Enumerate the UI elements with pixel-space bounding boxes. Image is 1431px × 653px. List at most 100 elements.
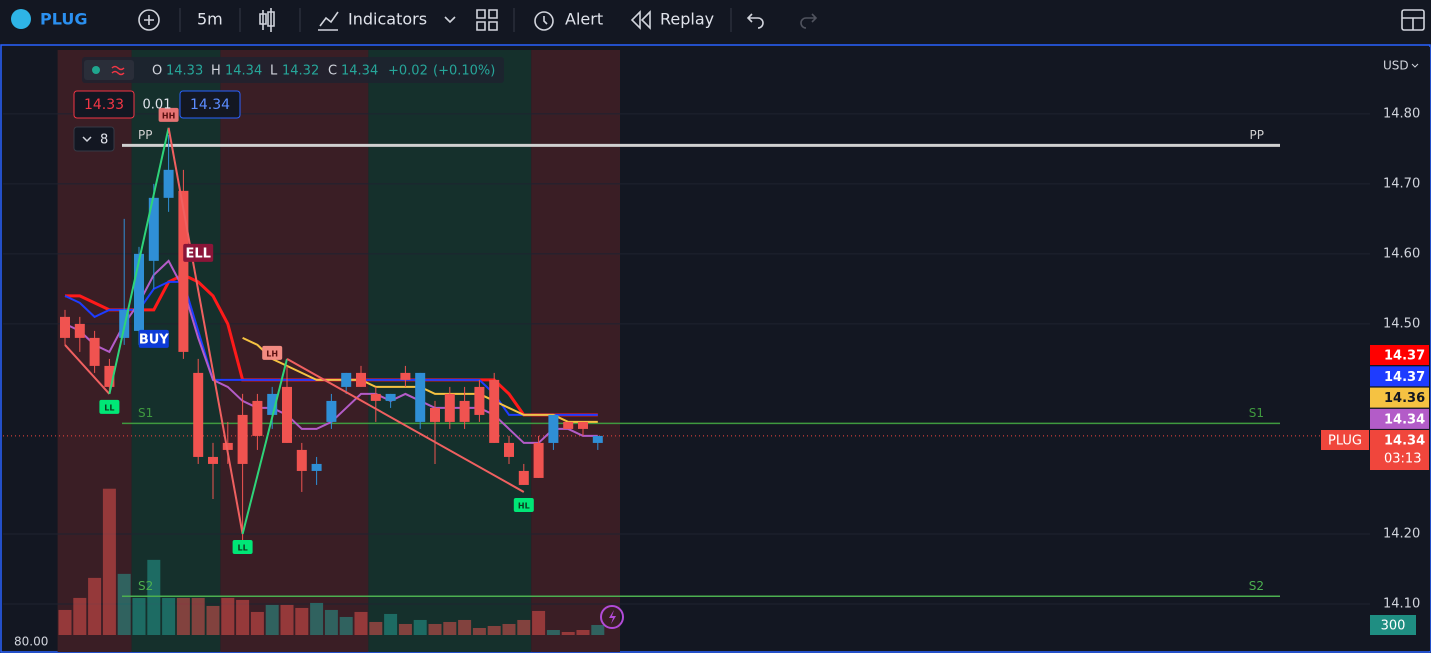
y-tick-label: 14.50 [1383, 316, 1420, 331]
change-pct: (+0.10%) [433, 64, 495, 79]
volume-bar [443, 621, 457, 635]
pivot-label: S1 [138, 406, 153, 420]
volume-bar [398, 623, 412, 635]
candle-body [489, 379, 500, 443]
candle-body [208, 456, 218, 464]
candle-body [326, 400, 337, 422]
zigzag-segment [64, 344, 111, 395]
sell-box[interactable] [73, 90, 135, 119]
volume-bar [250, 611, 264, 635]
open-value: 14.33 [166, 64, 203, 79]
candle-body [356, 372, 366, 387]
volume-bar [221, 597, 235, 635]
volume-bar [265, 604, 279, 635]
candle-body [563, 421, 574, 429]
volume-bar [88, 577, 102, 635]
pivot-label: PP [1250, 128, 1264, 142]
volume-bar [517, 619, 531, 635]
volume-bar [310, 602, 324, 635]
collapse-count: 8 [100, 133, 108, 148]
volume-bar [458, 619, 472, 635]
marker [262, 345, 283, 360]
marker [183, 243, 214, 262]
symbol[interactable]: PLUG [40, 10, 87, 29]
y-tick-label: 14.70 [1383, 176, 1420, 191]
marker-label: HH [162, 111, 175, 120]
zigzag-segment [167, 127, 244, 535]
templates-icon[interactable] [476, 9, 498, 31]
volume-bar [369, 621, 383, 635]
marker-label: BUY [139, 332, 169, 347]
pivot-label: S1 [1249, 406, 1264, 420]
candle-body [518, 470, 529, 485]
candle-body [104, 365, 115, 387]
low-label: L [270, 64, 278, 79]
candle-body [178, 190, 189, 352]
volume-bar [73, 597, 87, 635]
logo[interactable] [11, 9, 31, 29]
volume-bar [339, 616, 353, 635]
add-icon[interactable] [138, 9, 160, 31]
chevron[interactable] [444, 16, 456, 24]
redo[interactable] [800, 13, 818, 29]
indicators[interactable]: Indicators [348, 10, 427, 29]
y-tick-label: 14.20 [1383, 526, 1420, 541]
candle-body [89, 337, 100, 366]
volume-bar [413, 619, 427, 635]
replay[interactable]: Replay [660, 10, 714, 29]
price-tag [1370, 366, 1429, 387]
indicators-icon[interactable] [318, 11, 339, 31]
interval[interactable]: 5m [197, 10, 223, 29]
undo[interactable] [746, 13, 764, 29]
symbol-tag [1321, 430, 1369, 450]
replay-icon[interactable] [630, 10, 651, 30]
volume-bar [576, 629, 590, 635]
marker-label: ELL [185, 246, 210, 261]
candle-body [296, 449, 307, 471]
candle-body [459, 400, 470, 422]
change: +0.02 [388, 64, 428, 79]
zigzag-segment [286, 358, 525, 493]
candle-body [267, 393, 278, 415]
session-zone [531, 50, 620, 652]
volume-bar [58, 609, 72, 635]
candle-body [578, 421, 588, 429]
price-tag-label: 14.34 [1384, 412, 1425, 427]
marker [158, 107, 179, 122]
price-tag [1370, 387, 1429, 408]
pivot-label: PP [138, 128, 152, 142]
price-tag-label: 14.37 [1384, 349, 1425, 364]
marker [513, 497, 534, 512]
volume-bar [117, 573, 131, 635]
candle-body [400, 372, 411, 380]
y-tick-label: 14.60 [1383, 246, 1420, 261]
indicator-toggle[interactable] [84, 60, 134, 80]
bid[interactable]: 14.33 [84, 97, 124, 113]
alert[interactable]: Alert [565, 10, 603, 29]
buy-box[interactable] [179, 90, 241, 119]
close-value: 14.34 [341, 64, 378, 79]
marker-label: LH [266, 349, 278, 358]
candle-body [504, 442, 514, 457]
collapse-button[interactable] [73, 126, 115, 152]
volume-axis-label: 80.00 [14, 635, 48, 649]
spread: 0.01 [143, 98, 172, 113]
currency-chevron [1411, 63, 1419, 68]
legend: O 14.33 H 14.34 L 14.32 C 14.34 +0.02 (+… [73, 57, 504, 152]
price-tag-label: 14.36 [1384, 391, 1425, 406]
candle-body [370, 393, 381, 401]
candle-body [252, 400, 263, 436]
last-value: 14.34 [1384, 434, 1425, 449]
ask[interactable]: 14.34 [190, 97, 230, 113]
candle-body [548, 414, 559, 443]
open-label: O [152, 64, 162, 79]
collapse-chevron [82, 136, 92, 143]
candle-body [385, 393, 396, 401]
volume-bar [206, 605, 220, 635]
marker [232, 539, 253, 554]
volume-tag-label: 300 [1381, 619, 1406, 634]
session-zone [220, 50, 369, 652]
chart-type-icon[interactable] [259, 8, 275, 32]
alert-icon[interactable] [534, 11, 554, 31]
